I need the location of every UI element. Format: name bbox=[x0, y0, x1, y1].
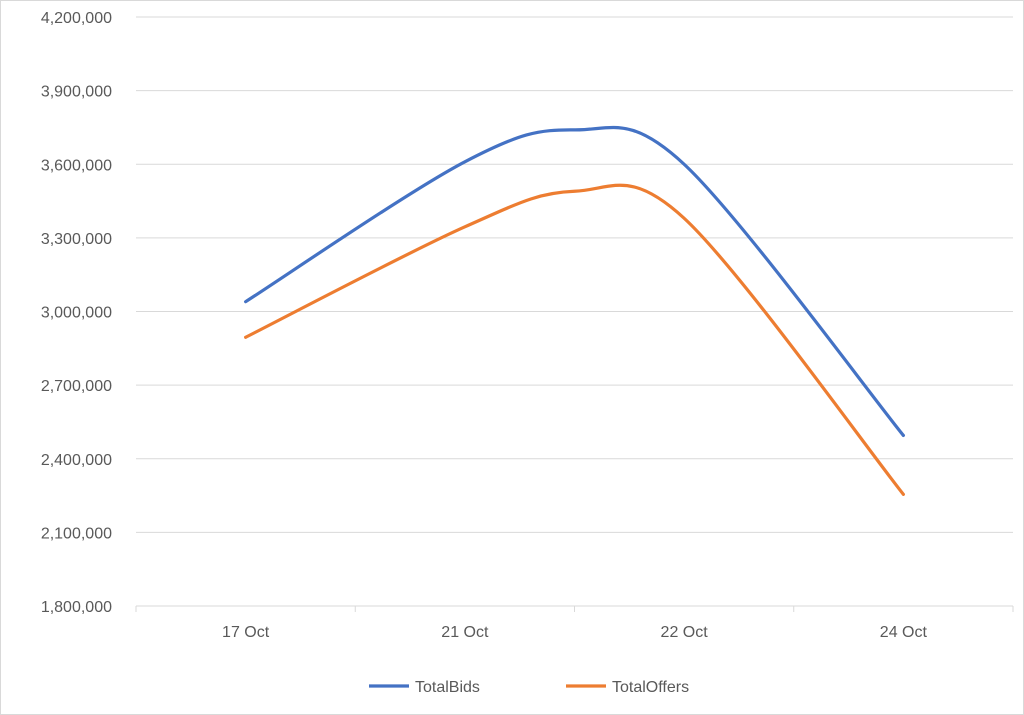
gridlines bbox=[136, 16, 1013, 533]
y-tick-label: 2,400,000 bbox=[41, 452, 112, 469]
y-axis-ticks: 1,800,000 2,100,000 2,400,000 2,700,000 3,00… bbox=[41, 10, 112, 616]
series-lines bbox=[244, 125, 905, 496]
y-tick-label: 3,600,000 bbox=[41, 157, 112, 174]
legend-label-totalbids: TotalBids bbox=[415, 679, 480, 696]
x-axis-ticks: 17 Oct 21 Oct 22 Oct 24 Oct bbox=[222, 624, 927, 641]
legend-label-totaloffers: TotalOffers bbox=[612, 679, 689, 696]
legend: TotalBids TotalOffers bbox=[369, 679, 689, 696]
x-axis bbox=[135, 605, 1014, 612]
y-tick-label: 2,100,000 bbox=[41, 525, 112, 542]
x-tick-label: 24 Oct bbox=[880, 624, 928, 641]
series-line-totaloffers bbox=[244, 183, 905, 496]
y-tick-label: 4,200,000 bbox=[41, 10, 112, 27]
x-tick-label: 21 Oct bbox=[441, 624, 489, 641]
y-tick-label: 2,700,000 bbox=[41, 378, 112, 395]
y-tick-label: 3,000,000 bbox=[41, 305, 112, 322]
x-tick-label: 17 Oct bbox=[222, 624, 270, 641]
series-line-totalbids bbox=[244, 125, 905, 438]
y-tick-label: 1,800,000 bbox=[41, 599, 112, 616]
y-tick-label: 3,900,000 bbox=[41, 84, 112, 101]
x-tick-label: 22 Oct bbox=[661, 624, 709, 641]
y-tick-label: 3,300,000 bbox=[41, 231, 112, 248]
